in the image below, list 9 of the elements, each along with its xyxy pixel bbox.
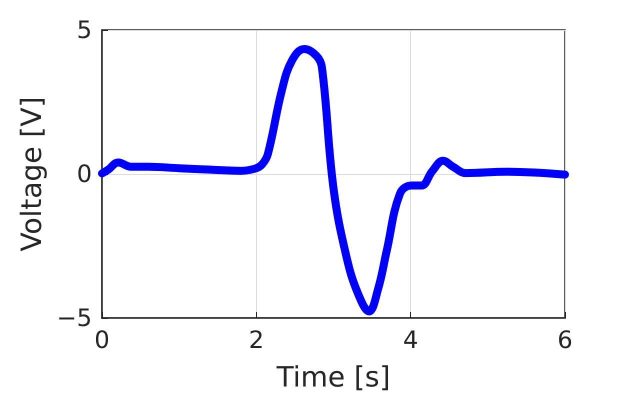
x-axis-title: Time [s] [276,360,390,394]
y-tick-label: 0 [76,160,92,188]
x-tick-label: 2 [248,326,264,354]
y-tick-label: 5 [76,16,92,44]
y-axis-title: Voltage [V] [15,96,48,252]
x-tick-label: 6 [557,326,573,354]
x-tick-label: 4 [403,326,418,354]
x-tick-label: 0 [94,326,110,354]
y-tick-label: −5 [56,304,92,332]
